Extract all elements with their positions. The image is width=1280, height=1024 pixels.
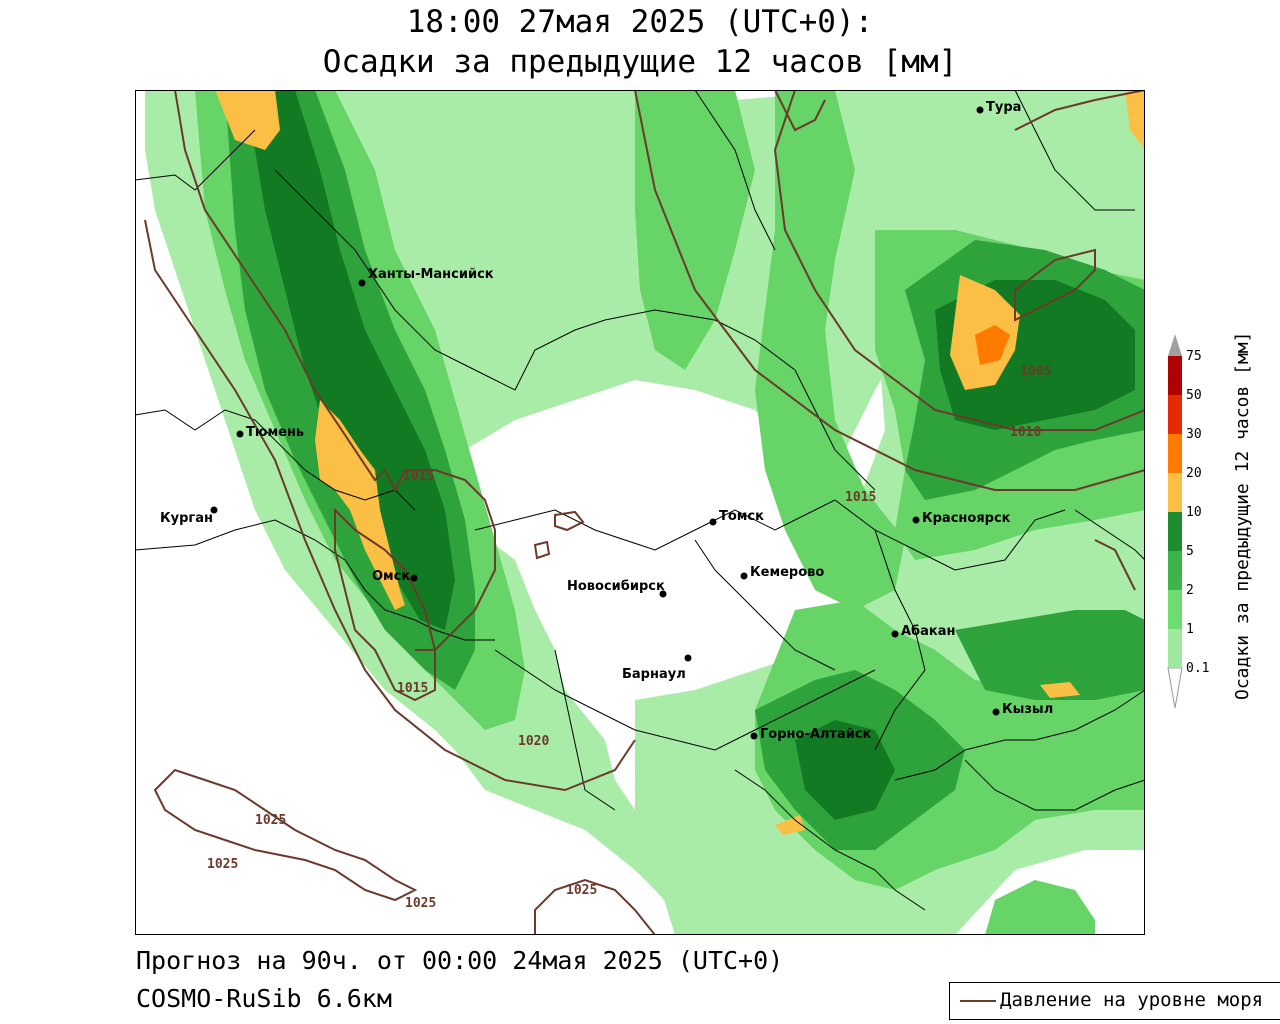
colorbar-segment (1168, 356, 1182, 395)
region-borders (135, 90, 1145, 911)
precip-very-heavy-area (245, 90, 1135, 820)
city-tyumen: Тюмень (236, 425, 304, 440)
isobar-label: 1020 (518, 734, 549, 749)
isobar-label: 1025 (566, 883, 597, 898)
city-novosibirsk: Новосибирск (567, 579, 667, 598)
svg-text:Новосибирск: Новосибирск (567, 579, 665, 594)
colorbar-segment (1168, 512, 1182, 551)
map-title-variable: Осадки за предыдущие 12 часов [мм] (322, 44, 958, 80)
colorbar-segment (1168, 590, 1182, 629)
isobar-label: 1010 (1010, 425, 1041, 440)
colorbar-tick-label: 5 (1186, 544, 1194, 559)
pressure-legend-label: Давление на уровне моря (1000, 989, 1264, 1011)
isobar-label: 1015 (397, 681, 428, 696)
forecast-info: Прогноз на 90ч. от 00:00 24мая 2025 (UTC… (136, 946, 784, 975)
model-name: COSMO-RuSib 6.6км (136, 984, 392, 1013)
isobar-label: 1015 (845, 490, 876, 505)
svg-text:Курган: Курган (160, 511, 213, 526)
isobars (144, 90, 1145, 935)
city-krasnoyarsk: Красноярск (912, 511, 1011, 526)
colorbar-segment (1168, 473, 1182, 512)
colorbar-tick-label: 30 (1186, 427, 1202, 442)
colorbar-min-arrow (1167, 667, 1183, 709)
svg-text:Абакан: Абакан (901, 624, 956, 639)
city-omsk: Омск (372, 569, 418, 584)
isobar-legend-line (960, 1000, 996, 1002)
colorbar-tick-label: 10 (1186, 505, 1202, 520)
colorbar-segment (1168, 395, 1182, 434)
closed-contours (533, 510, 585, 560)
isobar-label: 1025 (207, 857, 238, 872)
colorbar-segment (1168, 434, 1182, 473)
svg-text:Томск: Томск (719, 509, 764, 524)
city-gorno-altaysk: Горно-Алтайск (750, 727, 872, 742)
city-kemerovo: Кемерово (740, 565, 824, 580)
colorbar-tick-label: 75 (1186, 349, 1202, 364)
city-abakan: Абакан (891, 624, 956, 639)
city-tomsk: Томск (709, 509, 764, 526)
colorbar-label: Осадки за предыдущие 12 часов [мм] (1232, 331, 1253, 700)
svg-text:Барнаул: Барнаул (622, 667, 686, 682)
precipitation-colorbar: 0.1 1 2 5 10 20 30 50 75 (1167, 334, 1209, 709)
svg-text:Красноярск: Красноярск (922, 511, 1011, 526)
colorbar-tick-label: 2 (1186, 583, 1194, 598)
pressure-legend: Давление на уровне моря (949, 982, 1280, 1020)
isobar-labels: 1015 1015 1015 1005 1010 1020 1025 1025 … (207, 364, 1051, 911)
svg-text:Ханты-Мансийск: Ханты-Мансийск (368, 267, 494, 282)
colorbar-max-arrow (1168, 334, 1182, 356)
isobar-label: 1025 (255, 813, 286, 828)
map-title-time: 18:00 27мая 2025 (UTC+0): (406, 4, 874, 40)
svg-text:Тура: Тура (986, 100, 1021, 115)
isobar-label: 1015 (403, 469, 434, 484)
precip-maximum-area (975, 325, 1010, 365)
colorbar-tick-label: 0.1 (1186, 661, 1209, 676)
city-khanty-mansiysk: Ханты-Мансийск (358, 267, 494, 287)
colorbar-ticks: 0.1 1 2 5 10 20 30 50 75 (1186, 349, 1209, 676)
svg-text:Омск: Омск (372, 569, 410, 584)
colorbar-segment (1168, 629, 1182, 668)
isobar-label: 1025 (405, 896, 436, 911)
city-kurgan: Курган (160, 506, 218, 526)
colorbar-segments (1167, 334, 1183, 709)
precipitation-map: 1015 1015 1015 1005 1010 1020 1025 1025 … (135, 90, 1145, 935)
city-tura: Тура (976, 100, 1021, 115)
isobar-label: 1005 (1020, 364, 1051, 379)
city-markers: Тура Ханты-Мансийск Тюмень Курган Омск Н… (160, 100, 1053, 742)
svg-text:Кызыл: Кызыл (1002, 702, 1053, 717)
colorbar-tick-label: 20 (1186, 466, 1202, 481)
colorbar-tick-label: 1 (1186, 622, 1194, 637)
colorbar-tick-label: 50 (1186, 388, 1202, 403)
city-barnaul: Барнаул (622, 654, 692, 682)
svg-text:Кемерово: Кемерово (750, 565, 824, 580)
svg-text:Тюмень: Тюмень (246, 425, 304, 440)
city-kyzyl: Кызыл (992, 702, 1053, 717)
colorbar-segment (1168, 551, 1182, 590)
svg-text:Горно-Алтайск: Горно-Алтайск (760, 727, 872, 742)
